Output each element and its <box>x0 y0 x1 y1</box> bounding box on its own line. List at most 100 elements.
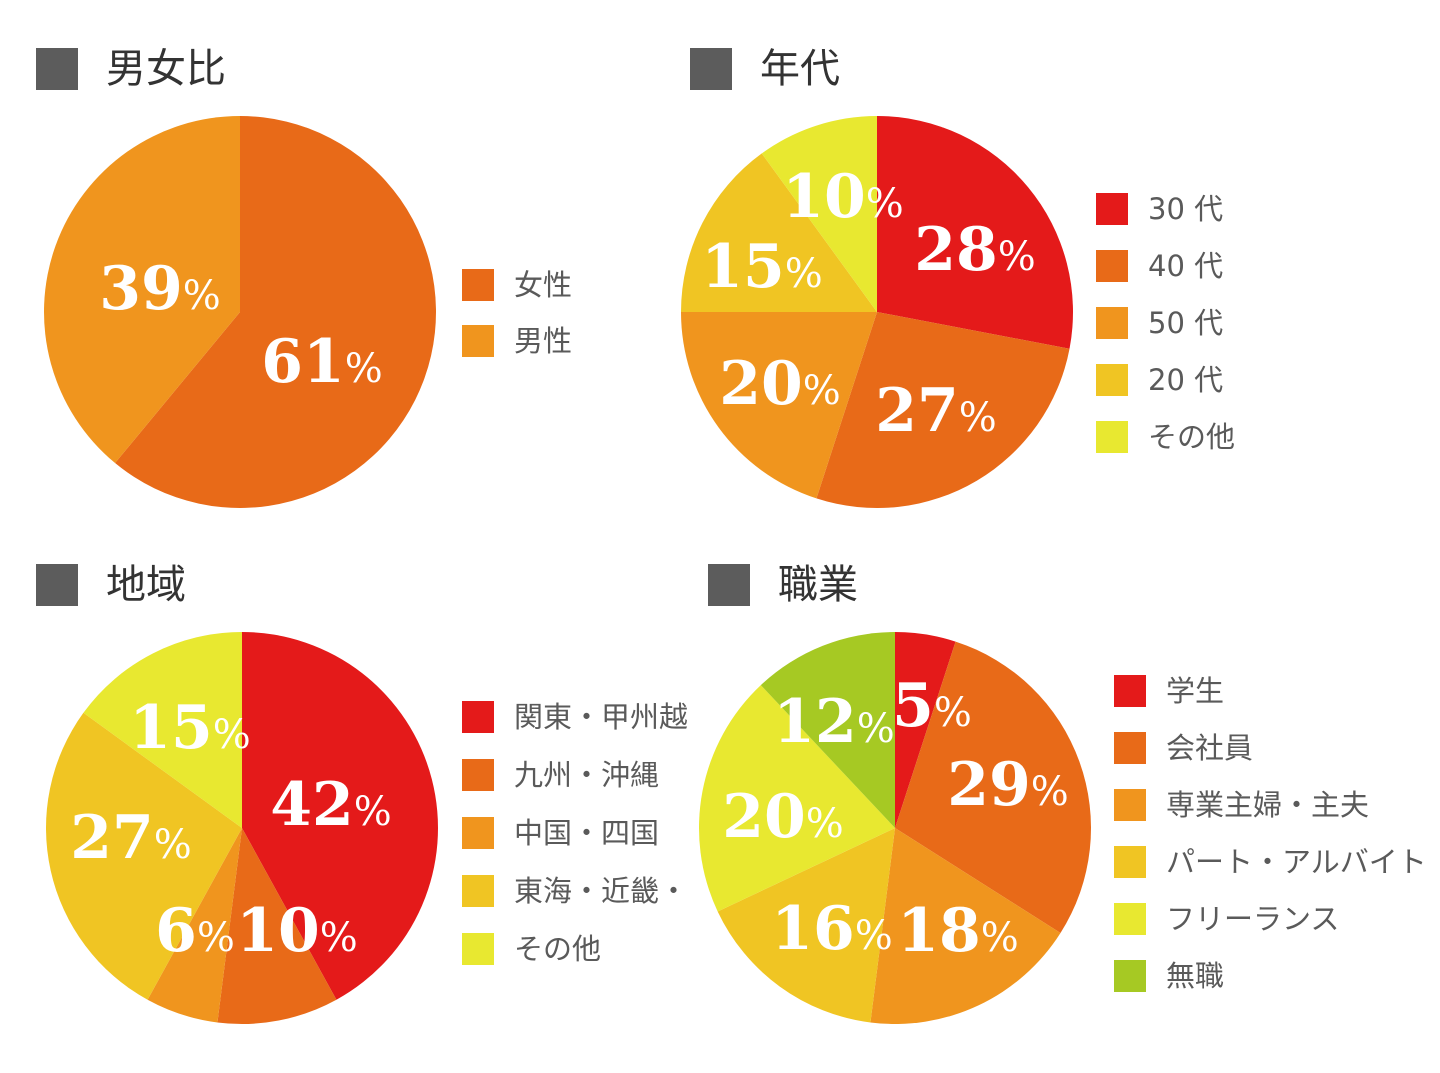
legend-swatch <box>462 875 494 907</box>
legend-item: 東海・近畿・ <box>462 874 688 908</box>
legend-item: その他 <box>462 932 601 966</box>
legend-label: その他 <box>514 932 602 966</box>
pie-slice-3 <box>681 312 877 499</box>
pie-slice-5 <box>761 116 877 312</box>
legend-label: パート・アルバイト <box>1166 845 1427 879</box>
slice-value-label: 61% <box>261 327 383 397</box>
legend-swatch <box>462 701 494 733</box>
legend-swatch <box>462 933 494 965</box>
pie-slice-2 <box>895 641 1091 934</box>
legend-swatch <box>1096 250 1128 282</box>
slice-value-label: 42% <box>270 770 392 840</box>
pie-slice-1 <box>115 116 437 509</box>
chart-title: 男女比 <box>106 46 226 92</box>
slice-value-label: 18% <box>897 896 1019 966</box>
legend-swatch <box>1096 421 1128 453</box>
legend-item: 会社員 <box>1114 731 1253 765</box>
legend-item: 九州・沖縄 <box>462 758 659 792</box>
legend-swatch <box>1114 675 1146 707</box>
pie-slice-1 <box>877 116 1073 349</box>
title-square-icon <box>708 564 750 606</box>
pie-slice-3 <box>870 828 1061 1024</box>
legend-item: 関東・甲州越 <box>462 700 688 734</box>
slice-value-label: 10% <box>782 162 904 232</box>
pie-slice-3 <box>147 828 242 1023</box>
section-title-region: 地域 <box>36 560 186 610</box>
legend-label: 20 代 <box>1148 363 1224 397</box>
legend-item: 無職 <box>1114 959 1224 993</box>
legend-swatch <box>1096 364 1128 396</box>
title-square-icon <box>36 564 78 606</box>
legend-label: 九州・沖縄 <box>514 758 660 792</box>
slice-value-label: 15% <box>129 693 251 763</box>
section-title-occupation: 職業 <box>708 560 858 610</box>
legend-label: 学生 <box>1166 674 1225 708</box>
legend-item: その他 <box>1096 420 1235 454</box>
legend-swatch <box>1096 193 1128 225</box>
slice-value-label: 20% <box>722 782 844 852</box>
legend-swatch <box>1114 846 1146 878</box>
legend-swatch <box>1114 903 1146 935</box>
legend-item: 学生 <box>1114 674 1224 708</box>
pie-slice-5 <box>699 685 895 912</box>
legend-label: 50 代 <box>1148 306 1224 340</box>
slice-value-label: 12% <box>773 687 895 757</box>
slice-value-label: 28% <box>914 215 1036 285</box>
pie-slice-2 <box>217 828 337 1024</box>
slice-value-label: 5% <box>892 671 972 741</box>
slice-value-label: 27% <box>70 803 192 873</box>
title-square-icon <box>36 48 78 90</box>
slice-value-label: 29% <box>947 750 1069 820</box>
legend-item: 20 代 <box>1096 363 1223 397</box>
pie-slice-2 <box>44 116 241 464</box>
legend-swatch <box>462 759 494 791</box>
slice-value-label: 6% <box>155 896 235 966</box>
pie-slice-1 <box>895 632 956 828</box>
legend-label: 専業主婦・主夫 <box>1166 788 1370 822</box>
legend-label: 女性 <box>514 268 573 302</box>
pie-slice-6 <box>760 632 895 828</box>
legend-swatch <box>1114 789 1146 821</box>
legend-item: 専業主婦・主夫 <box>1114 788 1369 822</box>
pie-slice-4 <box>681 153 877 312</box>
chart-title: 地域 <box>106 562 186 608</box>
section-title-age: 年代 <box>690 44 840 94</box>
slice-value-label: 15% <box>701 232 823 302</box>
chart-title: 職業 <box>778 562 858 608</box>
slice-value-label: 10% <box>236 896 358 966</box>
slice-value-label: 27% <box>875 376 997 446</box>
legend-item: パート・アルバイト <box>1114 845 1427 879</box>
legend-swatch <box>462 817 494 849</box>
legend-label: 東海・近畿・ <box>514 874 689 908</box>
slice-value-label: 39% <box>99 254 221 324</box>
legend-swatch <box>1114 732 1146 764</box>
legend-label: 無職 <box>1166 959 1225 993</box>
section-title-gender: 男女比 <box>36 44 226 94</box>
pie-slice-5 <box>83 632 242 828</box>
slice-value-label: 20% <box>719 349 841 419</box>
legend-label: フリーランス <box>1166 902 1340 936</box>
slice-value-label: 16% <box>771 894 893 964</box>
legend-item: 中国・四国 <box>462 816 659 850</box>
legend-label: 中国・四国 <box>514 816 660 850</box>
legend-swatch <box>462 269 494 301</box>
legend-label: 男性 <box>514 324 573 358</box>
legend-label: 40 代 <box>1148 249 1224 283</box>
legend-item: フリーランス <box>1114 902 1339 936</box>
legend-item: 男性 <box>462 324 572 358</box>
title-square-icon <box>690 48 732 90</box>
legend-swatch <box>1114 960 1146 992</box>
legend-label: 関東・甲州越 <box>514 700 689 734</box>
pie-slice-1 <box>242 632 438 1000</box>
pie-slice-4 <box>717 828 895 1023</box>
legend-item: 30 代 <box>1096 192 1223 226</box>
pie-slice-4 <box>45 712 242 1000</box>
legend-swatch <box>462 325 494 357</box>
chart-title: 年代 <box>760 46 840 92</box>
legend-item: 40 代 <box>1096 249 1223 283</box>
legend-label: その他 <box>1148 420 1236 454</box>
